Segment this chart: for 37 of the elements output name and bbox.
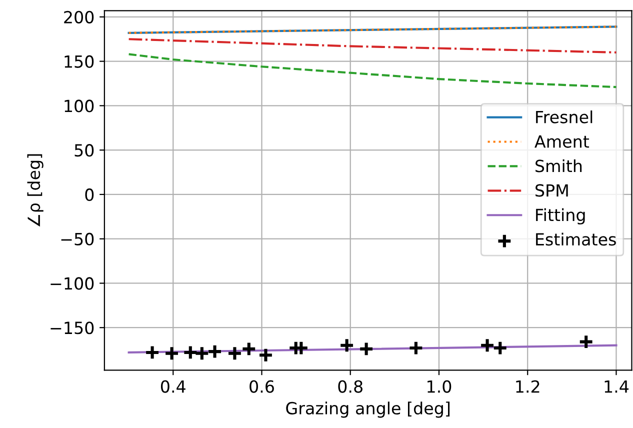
line-series	[128, 53, 618, 88]
x-tick-label: 0.4	[160, 380, 186, 393]
y-tick-label: 0	[85, 188, 94, 202]
x-tick-label: 0.6	[250, 380, 274, 393]
legend-label: Smith	[536, 159, 582, 172]
y-tick-label: 50	[74, 144, 94, 157]
y-axis-title: ∠ρ [deg]	[27, 154, 44, 227]
point	[144, 344, 160, 360]
point	[339, 338, 355, 354]
x-tick-label: 1.4	[604, 380, 629, 393]
point	[194, 346, 210, 362]
y-tick-label: −50	[61, 232, 94, 246]
legend-label: Estimates	[536, 232, 616, 246]
x-tick-label: 0.8	[338, 380, 362, 393]
x-axis-title: Grazing angle [deg]	[286, 402, 450, 418]
point	[164, 346, 180, 362]
point	[358, 341, 374, 357]
y-tick-label: 100	[64, 100, 94, 112]
point	[207, 344, 223, 360]
point	[492, 340, 508, 356]
y-tick-label: 200	[64, 10, 94, 24]
point	[578, 334, 594, 350]
legend-label: Ament	[534, 135, 590, 148]
x-tick-label: 1.0	[428, 380, 452, 393]
point	[480, 338, 496, 354]
y-tick-label: −150	[50, 322, 94, 334]
point	[182, 344, 198, 360]
y-tick-label: −100	[50, 277, 94, 290]
point	[226, 346, 242, 362]
legend-label: Fresnel	[536, 110, 592, 124]
y-tick-label: 150	[64, 55, 94, 68]
point	[408, 340, 424, 356]
x-tick-label: 1.2	[516, 380, 540, 393]
point	[241, 341, 257, 357]
legend-label: SPM	[536, 184, 568, 197]
point	[258, 347, 274, 363]
legend-label: Fitting	[536, 208, 585, 224]
